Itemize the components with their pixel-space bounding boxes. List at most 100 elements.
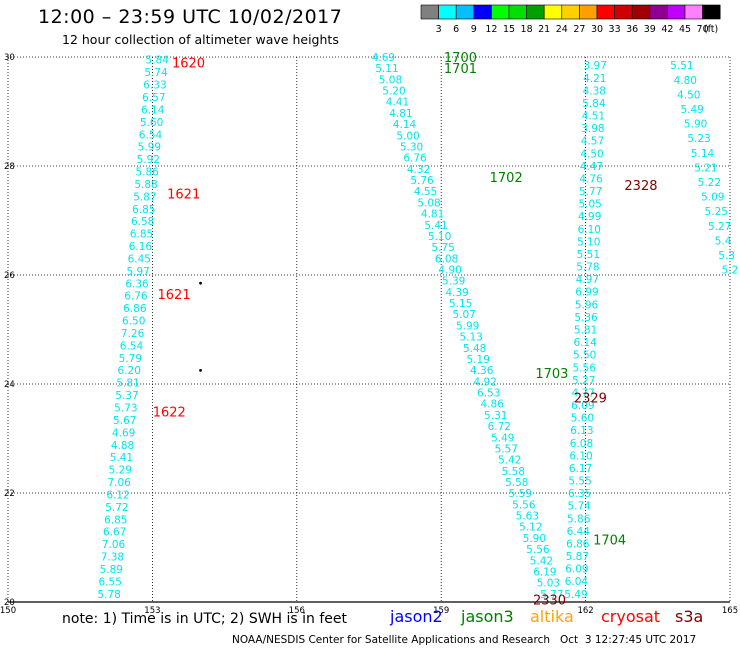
wave-height-label: 5.81 [574,325,597,337]
wave-height-label: 5.41 [424,220,447,232]
wave-height-label: 5.58 [505,477,528,489]
wave-height-label: 5.56 [573,362,597,374]
wave-height-label: 5.92 [137,154,160,166]
wave-height-label: 5.90 [523,533,546,545]
wave-height-label: 5.27 [708,221,731,233]
wave-height-label: 4.77 [572,387,595,399]
wave-height-label: 5.21 [694,162,717,174]
wave-height-label: 6.67 [103,527,126,539]
chart-subtitle: 12 hour collection of altimeter wave hei… [62,32,339,47]
wave-height-label: 5.07 [452,309,475,321]
time-label: 1704 [593,533,626,548]
wave-height-label: 6.09 [565,564,588,576]
wave-height-label: 5.72 [105,502,128,514]
wave-height-label: 6.08 [570,438,593,450]
wave-height-label: 5.76 [410,175,434,187]
wave-height-label: 5.13 [459,332,482,344]
wave-height-label: 5.60 [140,117,163,129]
wave-height-label: 5.05 [578,199,601,211]
wave-height-label: 4.50 [677,89,700,101]
wave-height-label: 5.79 [119,353,142,365]
wave-height-label: 6.36 [125,278,149,290]
wave-height-label: 5.74 [144,67,168,79]
wave-height-label: 6.76 [124,291,148,303]
wave-height-label: 6.10 [578,224,601,236]
wave-height-label: 5.27 [572,375,595,387]
x-tick-label: 165 [722,606,738,616]
time-label: 1621 [158,288,191,303]
time-label: 1620 [172,56,205,71]
wave-height-label: 7.26 [121,328,145,340]
scale-swatch [702,4,721,20]
wave-height-label: 6.17 [569,463,592,475]
legend-cryosat: cryosat [601,607,661,626]
time-label: 2330 [533,593,566,608]
wave-height-label: 4.92 [474,376,497,388]
x-tick-label: 153 [144,606,160,616]
scale-label: 36 [626,24,638,35]
scale-label: 39 [644,24,656,35]
wave-height-label: 7.06 [102,539,126,551]
wave-height-label: 4.51 [582,111,605,123]
wave-height-label: 6.16 [129,241,153,253]
wave-height-label: 5.84 [146,55,170,67]
time-label: 1701 [444,62,477,77]
scale-label: 18 [521,24,533,35]
time-label: 1622 [153,405,186,420]
wave-height-label: 6.44 [567,526,591,538]
wave-height-label: 4.41 [386,97,409,109]
wave-height-label: 5.75 [431,242,454,254]
wave-height-label: 6.53 [477,388,500,400]
wave-height-label: 6.45 [128,253,151,265]
wave-height-label: 5.73 [114,403,137,415]
legend-jason3: jason3 [461,607,514,626]
credit-line: NOAA/NESDIS Center for Satellite Applica… [232,634,697,646]
wave-height-label: 5.09 [701,192,724,204]
wave-height-label: 4.38 [583,85,606,97]
wave-height-label: 5.99 [456,320,479,332]
wave-height-label: 5.97 [126,266,149,278]
legend-altika: altika [530,607,574,626]
wave-height-label: 4.69 [112,427,135,439]
y-tick-label: 28 [4,162,15,172]
wave-height-label: 7.38 [101,552,124,564]
scale-label: 3 [436,24,442,35]
position-dot [199,368,202,372]
color-scale-legend: 3 6 9 12 15 18 21 24 27 30 33 36 39 42 45 70(ft) [420,4,721,35]
wave-height-label: 6.20 [118,365,141,377]
wave-height-label: 6.85 [130,229,153,241]
wave-height-label: 6.08 [435,253,458,265]
x-tick-label: 156 [289,606,305,616]
wave-height-label: 6.13 [570,425,593,437]
wave-height-label: 6.50 [122,316,145,328]
wave-height-label: 5.86 [135,167,159,179]
wave-height-label: 4.90 [438,264,461,276]
wave-height-label: 4.99 [578,211,601,223]
wave-height-label: 5.14 [691,148,715,160]
wave-height-label: 5.08 [417,197,440,209]
legend-s3a: s3a [675,607,704,626]
wave-height-label: 5.60 [571,413,594,425]
wave-height-label: 5.96 [575,299,599,311]
wave-height-label: 5.39 [442,276,465,288]
wave-height-label: 5.2 [722,265,739,277]
wave-height-label: 5.87 [133,191,156,203]
wave-height-label: 5.78 [576,262,599,274]
wave-height-label: 5.59 [509,488,532,500]
time-label: 1700 [444,51,477,66]
wave-height-label: 5.11 [375,63,398,75]
footnote: note: 1) Time is in UTC; 2) SWH is in fe… [62,611,348,627]
wave-height-label: 4.47 [580,161,603,173]
chart-plot-area: 150 153 156 159 162 1653028262422205.845.746.… [0,51,739,616]
wave-height-label: 5.31 [484,410,507,422]
wave-height-label: 5.77 [540,589,563,601]
wave-height-label: 4.39 [445,287,468,299]
wave-height-label: 5.30 [400,141,423,153]
wave-height-label: 5.36 [574,312,598,324]
wave-height-label: 6.14 [141,104,165,116]
wave-height-label: 5.77 [579,186,602,198]
scale-label: 6 [453,24,459,35]
wave-height-label: 6.86 [123,303,147,315]
wave-height-label: 5.50 [573,350,596,362]
wave-height-label: 4.97 [576,274,599,286]
